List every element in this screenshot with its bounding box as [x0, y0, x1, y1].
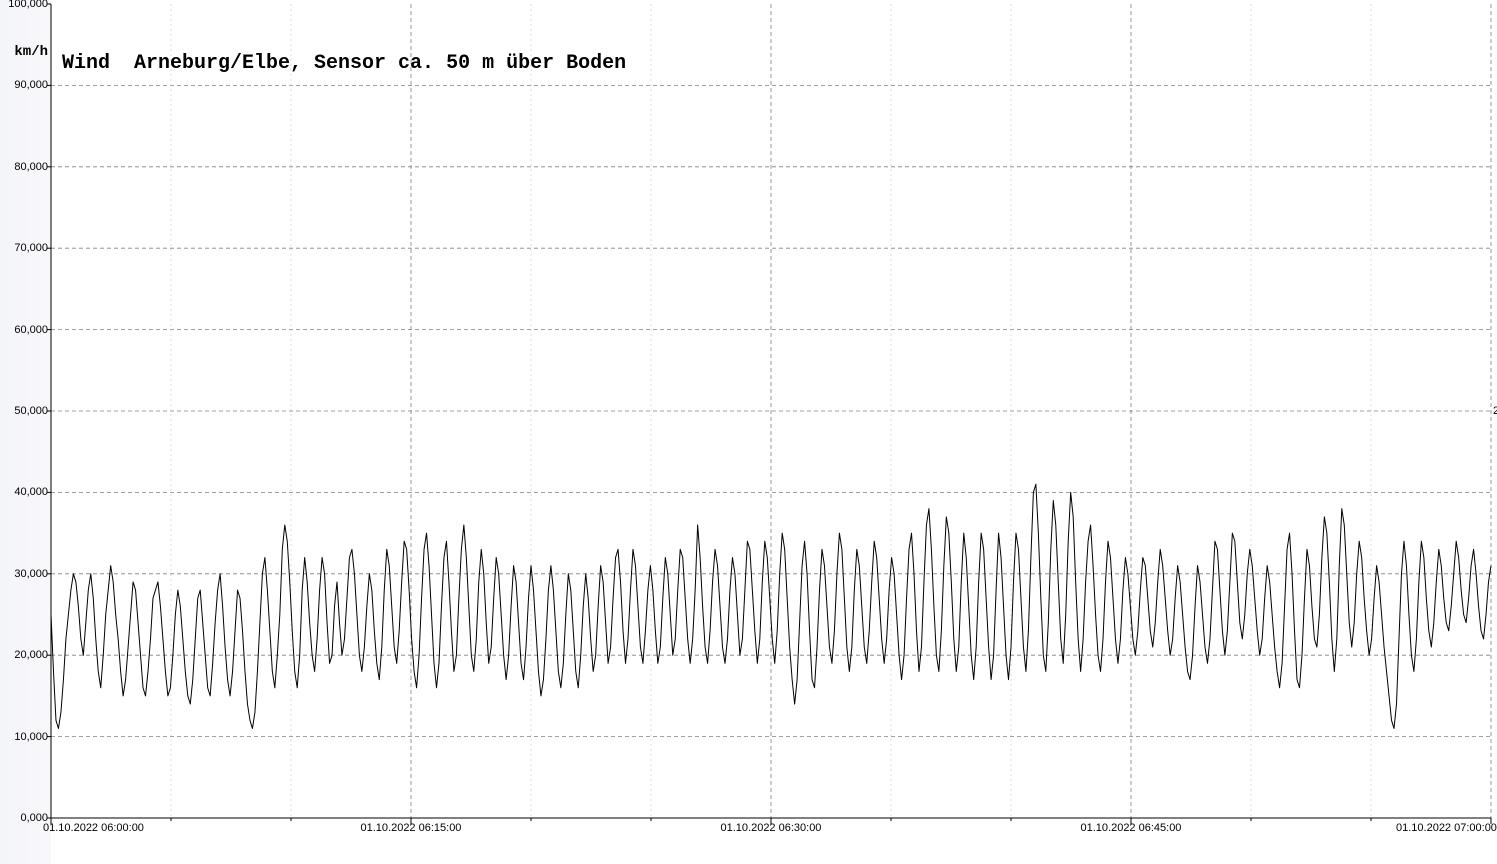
y-tick-label: 80,000 — [2, 161, 48, 173]
x-tick-label: 01.10.2022 06:15:00 — [361, 822, 462, 834]
x-tick-label: 01.10.2022 06:45:00 — [1081, 822, 1182, 834]
y-tick-label: 20,000 — [2, 649, 48, 661]
y-tick-label: 30,000 — [2, 568, 48, 580]
y-tick-label: 100,000 — [2, 0, 48, 10]
chart-title: Wind Arneburg/Elbe, Sensor ca. 50 m über… — [62, 52, 626, 75]
right-edge-partial-label: 2 — [1493, 405, 1497, 417]
y-tick-label: 50,000 — [2, 405, 48, 417]
y-tick-label: 60,000 — [2, 324, 48, 336]
y-tick-label: 70,000 — [2, 242, 48, 254]
x-tick-label: 01.10.2022 06:30:00 — [721, 822, 822, 834]
chart-plot-area — [51, 4, 1491, 818]
y-tick-label: 40,000 — [2, 486, 48, 498]
y-tick-label: 0,000 — [2, 812, 48, 824]
x-tick-label: 01.10.2022 06:00:00 — [43, 822, 144, 834]
y-tick-label: 90,000 — [2, 79, 48, 91]
x-tick-label: 01.10.2022 07:00:00 — [1396, 822, 1497, 834]
y-tick-label: 10,000 — [2, 731, 48, 743]
y-axis-unit-label: km/h — [2, 44, 48, 60]
